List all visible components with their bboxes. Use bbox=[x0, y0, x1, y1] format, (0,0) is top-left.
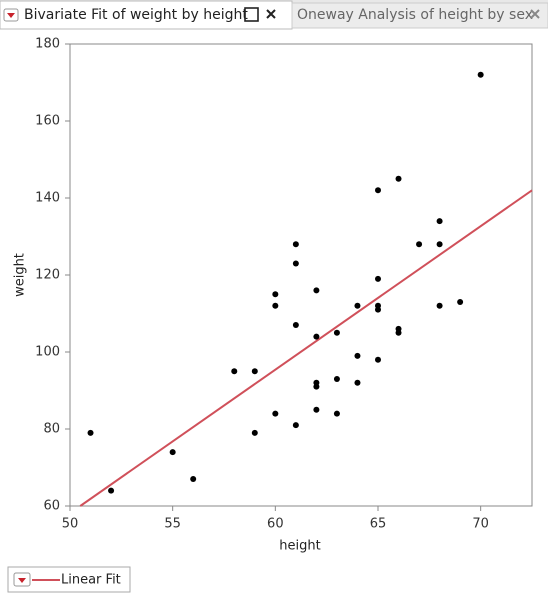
data-point bbox=[395, 329, 402, 336]
y-tick-label: 180 bbox=[35, 37, 60, 52]
data-point bbox=[272, 291, 279, 298]
data-point bbox=[477, 71, 484, 78]
data-point bbox=[333, 329, 340, 336]
legend-label: Linear Fit bbox=[61, 573, 121, 588]
maximize-icon[interactable] bbox=[244, 7, 259, 22]
data-point bbox=[108, 487, 115, 494]
data-point bbox=[457, 298, 464, 305]
y-tick-label: 80 bbox=[43, 422, 60, 437]
y-tick-label: 160 bbox=[35, 114, 60, 129]
data-point bbox=[375, 187, 381, 194]
data-point bbox=[333, 375, 340, 382]
data-point bbox=[313, 406, 320, 413]
data-point bbox=[375, 356, 381, 363]
data-point bbox=[354, 379, 361, 386]
y-tick-label: 100 bbox=[35, 345, 60, 360]
x-tick-label: 55 bbox=[164, 517, 181, 532]
data-point bbox=[169, 449, 176, 456]
data-point bbox=[272, 302, 279, 309]
data-point bbox=[313, 383, 320, 390]
x-tick-label: 60 bbox=[267, 517, 284, 532]
data-point bbox=[251, 368, 258, 375]
data-point bbox=[354, 302, 361, 309]
data-point bbox=[436, 241, 443, 248]
data-point bbox=[375, 275, 381, 282]
data-point bbox=[375, 306, 381, 313]
data-point bbox=[231, 368, 238, 375]
y-tick-label: 60 bbox=[43, 499, 60, 514]
data-point bbox=[292, 322, 299, 329]
plot-frame bbox=[69, 43, 533, 507]
data-point bbox=[333, 410, 340, 417]
data-point bbox=[313, 333, 320, 340]
data-point bbox=[436, 302, 443, 309]
data-point bbox=[292, 260, 299, 267]
data-point bbox=[87, 429, 94, 436]
data-point bbox=[354, 352, 361, 359]
data-point bbox=[251, 429, 258, 436]
data-point bbox=[292, 422, 299, 429]
y-axis-label: weight bbox=[13, 253, 28, 297]
menu-icon bbox=[7, 13, 15, 18]
x-tick-label: 50 bbox=[62, 517, 79, 532]
x-tick-label: 65 bbox=[370, 517, 387, 532]
close-icon[interactable] bbox=[530, 9, 540, 19]
data-point bbox=[395, 175, 402, 182]
x-axis-label: height bbox=[279, 539, 320, 554]
y-tick-label: 120 bbox=[35, 268, 60, 283]
tab-title: Bivariate Fit of weight by height bbox=[24, 7, 248, 23]
data-point bbox=[416, 241, 423, 248]
data-point bbox=[436, 218, 443, 225]
y-tick-label: 140 bbox=[35, 191, 60, 206]
data-point bbox=[292, 241, 299, 248]
inactive-tab[interactable] bbox=[291, 2, 548, 29]
fit-line bbox=[79, 189, 533, 507]
menu-icon bbox=[18, 578, 26, 583]
close-icon[interactable] bbox=[266, 9, 276, 19]
data-point bbox=[190, 476, 197, 483]
x-tick-label: 70 bbox=[472, 517, 489, 532]
tab-title: Oneway Analysis of height by sex bbox=[297, 7, 533, 23]
data-point bbox=[272, 410, 279, 417]
data-point bbox=[313, 287, 320, 294]
active-tab[interactable] bbox=[0, 0, 293, 30]
